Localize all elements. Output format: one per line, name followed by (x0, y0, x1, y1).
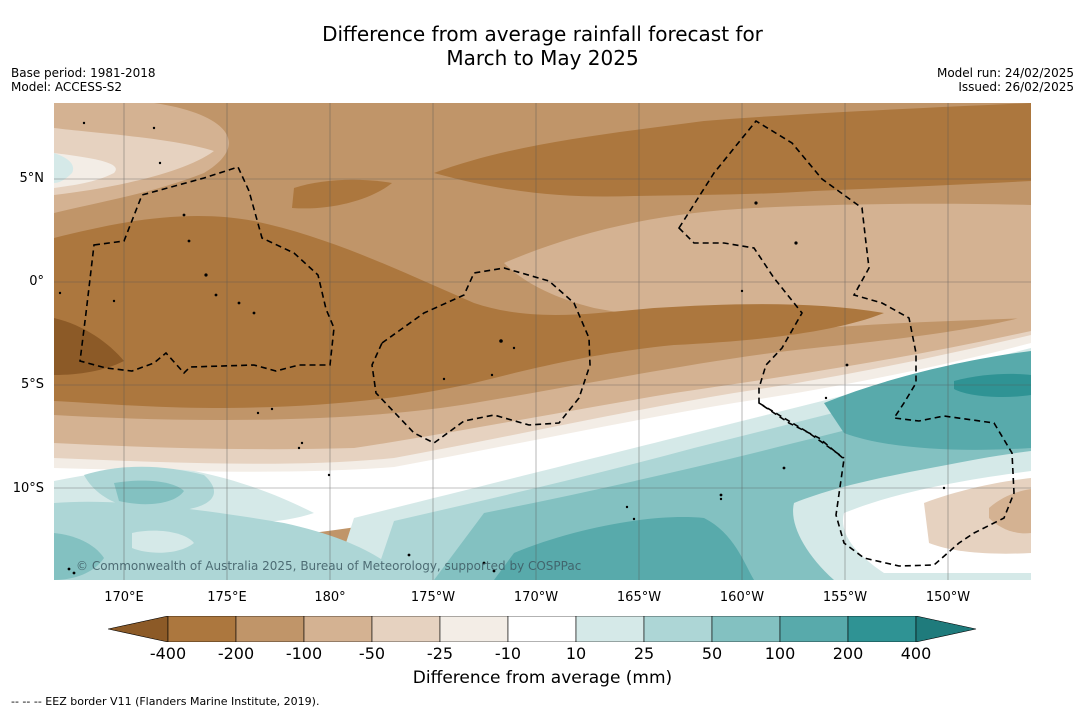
lon-label-175e: 175°E (207, 590, 247, 605)
colorbar-segment (303, 615, 373, 643)
colorbar-segment (779, 615, 849, 643)
map-title-line2: March to May 2025 (446, 46, 639, 70)
colorbar-tick-label: -100 (285, 644, 323, 663)
colorbar-tick-label: 400 (900, 644, 932, 663)
colorbar-segment (847, 615, 917, 643)
map-title-line1: Difference from average rainfall forecas… (322, 22, 763, 46)
eez-border-east (677, 119, 1015, 567)
south-transition-light (54, 315, 1031, 475)
meta-left: Base period: 1981-2018 Model: ACCESS-S2 (11, 66, 156, 94)
sw-wet-mid (54, 501, 404, 580)
base-period-text: Base period: 1981-2018 (11, 66, 156, 80)
colorbar-cap-low (107, 615, 169, 643)
colorbar-segment (575, 615, 645, 643)
equatorial-light-band (504, 203, 1031, 329)
central-dry-band (54, 216, 884, 408)
west-very-dry-spot (54, 318, 124, 375)
lon-label-170w: 170°W (513, 590, 559, 605)
rainfall-map (54, 103, 1031, 580)
lat-label-5n: 5°N (19, 171, 45, 186)
colorbar-tick-label: 25 (633, 644, 655, 663)
meta-right: Model run: 24/02/2025 Issued: 26/02/2025 (937, 66, 1074, 94)
colorbar-tick-label: 200 (832, 644, 864, 663)
colorbar-cap-high (915, 615, 977, 643)
colorbar-tick-label: -25 (426, 644, 454, 663)
lon-label-165w: 165°W (616, 590, 662, 605)
south-wet-core (494, 517, 754, 580)
colorbar-tick-label: -10 (494, 644, 522, 663)
colorbar-segment (439, 615, 509, 643)
colorbar-segment (507, 615, 577, 643)
se-dry-pocket-core (989, 489, 1031, 534)
lon-label-155w: 155°W (822, 590, 868, 605)
model-run-text: Model run: 24/02/2025 (936, 66, 1074, 80)
colorbar-tick-label: 50 (701, 644, 723, 663)
colorbar-segment (711, 615, 781, 643)
lat-label-10s: 10°S (12, 481, 44, 496)
se-dry-pocket (924, 478, 1031, 554)
colorbar-tick-label: -50 (358, 644, 386, 663)
colorbar-segment (371, 615, 441, 643)
colorbar-tick-label: -200 (217, 644, 255, 663)
colorbar-segment (235, 615, 305, 643)
colorbar (107, 615, 978, 646)
colorbar-segment (167, 615, 237, 643)
eez-borders (79, 119, 1015, 567)
colorbar-segment (643, 615, 713, 643)
lon-label-170e: 170°E (104, 590, 144, 605)
se-wet-core (824, 351, 1031, 450)
colorbar-tick-label: 100 (764, 644, 796, 663)
colorbar-svg (107, 615, 977, 643)
se-wet-peak (954, 373, 1031, 397)
sw-wet-spot-core (114, 480, 184, 505)
islands (58, 121, 946, 575)
sw-wet-corner (54, 533, 104, 580)
lon-label-175w: 175°W (410, 590, 456, 605)
lon-label-150w: 150°W (925, 590, 971, 605)
north-dry-spot (292, 179, 392, 209)
sw-light-patch (132, 530, 194, 553)
graticule (54, 103, 1031, 580)
south-neutral-band (54, 343, 1031, 542)
lat-label-0: 0° (29, 274, 44, 289)
eez-border-central (371, 267, 591, 444)
model-text: Model: ACCESS-S2 (11, 80, 123, 94)
rainfall-map-svg (54, 103, 1031, 580)
eez-footnote: -- -- -- EEZ border V11 (Flanders Marine… (11, 695, 320, 708)
colorbar-label: Difference from average (mm) (412, 668, 673, 688)
lat-label-5s: 5°S (20, 377, 44, 392)
colorbar-tick-label: -400 (149, 644, 187, 663)
copyright-text: © Commonwealth of Australia 2025, Bureau… (76, 559, 582, 573)
issued-text: Issued: 26/02/2025 (958, 80, 1074, 94)
colorbar-tick-label: 10 (565, 644, 587, 663)
eez-border-west (79, 166, 335, 375)
nw-teal-spot (54, 153, 74, 183)
lon-label-160w: 160°W (719, 590, 765, 605)
lon-label-180: 180° (314, 590, 346, 605)
